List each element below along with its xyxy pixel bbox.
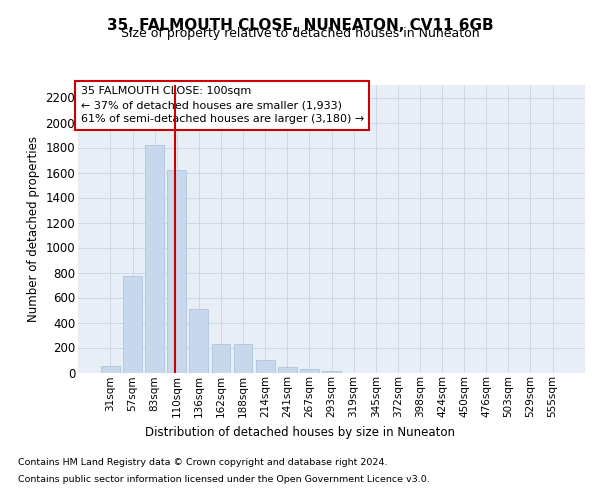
Bar <box>167 170 186 372</box>
Y-axis label: Number of detached properties: Number of detached properties <box>27 136 40 322</box>
Bar <box>300 369 319 372</box>
Bar <box>123 276 142 372</box>
Bar <box>101 366 120 372</box>
Text: Contains public sector information licensed under the Open Government Licence v3: Contains public sector information licen… <box>18 476 430 484</box>
Bar <box>190 308 208 372</box>
Text: Distribution of detached houses by size in Nuneaton: Distribution of detached houses by size … <box>145 426 455 439</box>
Text: 35, FALMOUTH CLOSE, NUNEATON, CV11 6GB: 35, FALMOUTH CLOSE, NUNEATON, CV11 6GB <box>107 18 493 32</box>
Bar <box>278 367 296 372</box>
Text: Contains HM Land Registry data © Crown copyright and database right 2024.: Contains HM Land Registry data © Crown c… <box>18 458 388 467</box>
Bar <box>212 344 230 372</box>
Bar <box>322 370 341 372</box>
Text: Size of property relative to detached houses in Nuneaton: Size of property relative to detached ho… <box>121 28 479 40</box>
Text: 35 FALMOUTH CLOSE: 100sqm
← 37% of detached houses are smaller (1,933)
61% of se: 35 FALMOUTH CLOSE: 100sqm ← 37% of detac… <box>80 86 364 124</box>
Bar <box>145 145 164 372</box>
Bar <box>256 360 275 372</box>
Bar <box>233 344 253 372</box>
